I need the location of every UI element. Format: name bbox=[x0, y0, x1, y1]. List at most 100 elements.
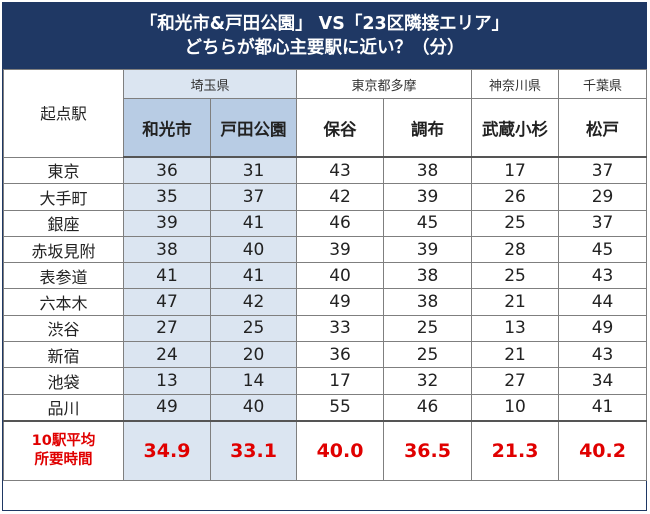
origin-station-cell: 東京 bbox=[3, 156, 124, 185]
origin-station-cell: 六本木 bbox=[3, 288, 124, 316]
time-cell: 36 bbox=[296, 341, 385, 369]
origin-station-cell: 大手町 bbox=[3, 183, 124, 211]
average-label: 10駅平均所要時間 bbox=[3, 420, 124, 481]
prefecture-chiba: 千葉県 bbox=[558, 69, 648, 99]
origin-station-cell: 銀座 bbox=[3, 209, 124, 237]
time-cell: 17 bbox=[296, 367, 385, 395]
time-cell: 20 bbox=[209, 341, 298, 369]
origin-station-cell: 池袋 bbox=[3, 367, 124, 395]
time-cell: 25 bbox=[471, 262, 560, 290]
time-cell: 46 bbox=[296, 209, 385, 237]
time-cell: 44 bbox=[558, 288, 648, 316]
average-value-cell: 40.2 bbox=[558, 420, 648, 481]
time-cell: 38 bbox=[123, 235, 211, 264]
time-cell: 33 bbox=[296, 314, 385, 343]
time-cell: 17 bbox=[471, 156, 560, 185]
time-cell: 38 bbox=[383, 156, 473, 185]
time-cell: 35 bbox=[123, 183, 211, 211]
time-cell: 41 bbox=[209, 209, 298, 237]
average-value-cell: 34.9 bbox=[123, 420, 211, 481]
time-cell: 13 bbox=[123, 367, 211, 395]
time-cell: 47 bbox=[123, 288, 211, 316]
time-cell: 43 bbox=[558, 341, 648, 369]
table-row: 大手町 35 37 42 39 26 29 bbox=[3, 183, 648, 211]
time-cell: 27 bbox=[123, 314, 211, 343]
table-row: 池袋 13 14 17 32 27 34 bbox=[3, 367, 648, 395]
average-value-cell: 33.1 bbox=[209, 420, 298, 481]
time-cell: 25 bbox=[471, 209, 560, 237]
origin-station-cell: 赤坂見附 bbox=[3, 235, 124, 264]
time-cell: 26 bbox=[471, 183, 560, 211]
table-title: 「和光市&戸田公園」 VS「23区隣接エリア」 どちらが都心主要駅に近い？（分） bbox=[3, 3, 646, 69]
time-cell: 21 bbox=[471, 341, 560, 369]
time-cell: 40 bbox=[296, 262, 385, 290]
time-cell: 36 bbox=[123, 156, 211, 185]
time-cell: 41 bbox=[209, 262, 298, 290]
table-row: 品川 49 40 55 46 10 41 bbox=[3, 393, 648, 422]
time-cell: 41 bbox=[123, 262, 211, 290]
station-header: 保谷 bbox=[296, 98, 385, 158]
time-cell: 40 bbox=[209, 393, 298, 422]
table-row: 銀座 39 41 46 45 25 37 bbox=[3, 209, 648, 237]
average-label-line-2: 所要時間 bbox=[34, 451, 93, 468]
time-cell: 24 bbox=[123, 341, 211, 369]
average-value-cell: 21.3 bbox=[471, 420, 560, 481]
time-cell: 37 bbox=[558, 156, 648, 185]
commute-time-table: 起点駅 埼玉県 東京都多摩 神奈川県 千葉県 和光市 戸田公園 保谷 調布 武蔵… bbox=[3, 69, 648, 481]
time-cell: 45 bbox=[558, 235, 648, 264]
time-cell: 13 bbox=[471, 314, 560, 343]
prefecture-tokyo-tama: 東京都多摩 bbox=[296, 69, 473, 99]
station-header: 戸田公園 bbox=[209, 98, 298, 158]
table-row: 表参道 41 41 40 38 25 43 bbox=[3, 262, 648, 290]
time-cell: 49 bbox=[296, 288, 385, 316]
time-cell: 25 bbox=[383, 314, 473, 343]
origin-header: 起点駅 bbox=[3, 69, 124, 158]
time-cell: 29 bbox=[558, 183, 648, 211]
time-cell: 31 bbox=[209, 156, 298, 185]
title-line-2: どちらが都心主要駅に近い？（分） bbox=[184, 38, 465, 58]
time-cell: 39 bbox=[296, 235, 385, 264]
time-cell: 38 bbox=[383, 288, 473, 316]
table-row: 東京 36 31 43 38 17 37 bbox=[3, 156, 648, 185]
time-cell: 37 bbox=[209, 183, 298, 211]
time-cell: 38 bbox=[383, 262, 473, 290]
time-cell: 14 bbox=[209, 367, 298, 395]
time-cell: 39 bbox=[383, 183, 473, 211]
time-cell: 25 bbox=[209, 314, 298, 343]
origin-station-cell: 新宿 bbox=[3, 341, 124, 369]
table-row: 新宿 24 20 36 25 21 43 bbox=[3, 341, 648, 369]
station-header: 松戸 bbox=[558, 98, 648, 158]
time-cell: 39 bbox=[123, 209, 211, 237]
origin-station-cell: 表参道 bbox=[3, 262, 124, 290]
station-header: 和光市 bbox=[123, 98, 211, 158]
table-row: 赤坂見附 38 40 39 39 28 45 bbox=[3, 235, 648, 264]
time-cell: 21 bbox=[471, 288, 560, 316]
time-cell: 45 bbox=[383, 209, 473, 237]
table-row: 渋谷 27 25 33 25 13 49 bbox=[3, 314, 648, 343]
time-cell: 32 bbox=[383, 367, 473, 395]
time-cell: 27 bbox=[471, 367, 560, 395]
origin-station-cell: 渋谷 bbox=[3, 314, 124, 343]
time-cell: 25 bbox=[383, 341, 473, 369]
table-row: 六本木 47 42 49 38 21 44 bbox=[3, 288, 648, 316]
average-row: 10駅平均 所要時間 34.9 33.1 40.0 36.5 21.3 40.2 bbox=[3, 420, 648, 481]
time-cell: 46 bbox=[383, 393, 473, 422]
average-value-cell: 36.5 bbox=[383, 420, 473, 481]
time-cell: 43 bbox=[558, 262, 648, 290]
time-cell: 28 bbox=[471, 235, 560, 264]
title-line-1: 「和光市&戸田公園」 VS「23区隣接エリア」 bbox=[139, 14, 510, 34]
average-label-line-1: 10駅平均 bbox=[31, 432, 96, 449]
time-cell: 10 bbox=[471, 393, 560, 422]
time-cell: 49 bbox=[123, 393, 211, 422]
station-header: 調布 bbox=[383, 98, 473, 158]
prefecture-kanagawa: 神奈川県 bbox=[471, 69, 560, 99]
time-cell: 41 bbox=[558, 393, 648, 422]
time-cell: 40 bbox=[209, 235, 298, 264]
time-cell: 43 bbox=[296, 156, 385, 185]
prefecture-saitama: 埼玉県 bbox=[122, 69, 298, 99]
time-cell: 39 bbox=[383, 235, 473, 264]
origin-station-cell: 品川 bbox=[3, 393, 124, 422]
time-cell: 55 bbox=[296, 393, 385, 422]
time-cell: 34 bbox=[558, 367, 648, 395]
time-cell: 42 bbox=[209, 288, 298, 316]
